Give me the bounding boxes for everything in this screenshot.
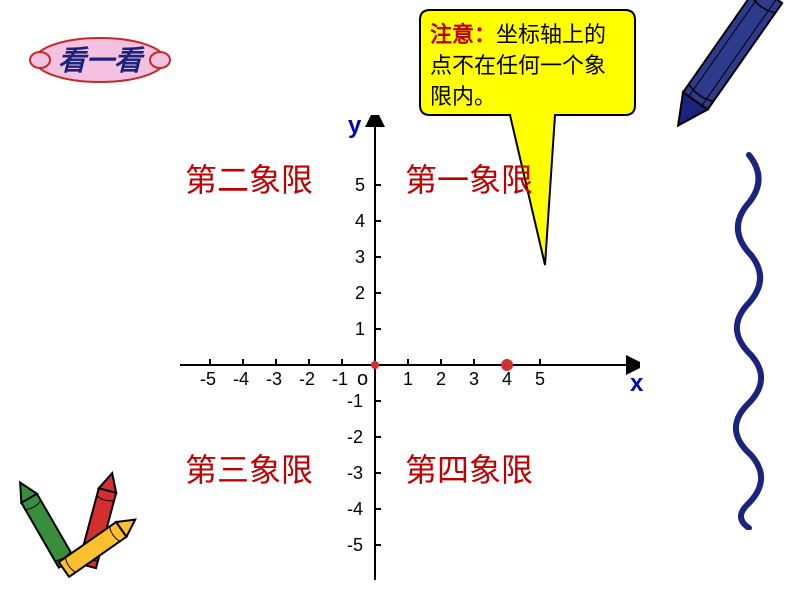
y-tick-label: 2 [355, 283, 365, 304]
y-tick-label: -3 [347, 463, 363, 484]
x-tick-label: -2 [299, 369, 315, 390]
y-tick-label: 3 [355, 247, 365, 268]
y-tick-label: -5 [347, 535, 363, 556]
y-tick-label: -4 [347, 499, 363, 520]
quadrant-2-label: 第二象限 [185, 155, 313, 201]
y-tick-label: -1 [347, 391, 363, 412]
squiggle-decoration [719, 150, 779, 530]
quadrant-4-label: 第四象限 [405, 445, 533, 491]
attention-label: 注意： [430, 22, 496, 47]
badge-text: 看一看 [58, 46, 145, 77]
note-text: 注意：坐标轴上的点不在任何一个象限内。 [430, 20, 625, 112]
x-tick-label: -1 [332, 369, 348, 390]
x-tick-label: 1 [403, 369, 413, 390]
x-tick-label: 2 [436, 369, 446, 390]
crayons-bottom-left [5, 461, 165, 591]
y-axis-label: y [348, 112, 361, 140]
origin-label: o [357, 368, 368, 391]
x-tick-label: 5 [535, 369, 545, 390]
y-tick-label: 1 [355, 319, 365, 340]
x-tick-label: -5 [200, 369, 216, 390]
quadrant-1-label: 第一象限 [405, 155, 533, 201]
x-tick-label: -4 [233, 369, 249, 390]
y-tick-label: 4 [355, 211, 365, 232]
quadrant-3-label: 第三象限 [185, 445, 313, 491]
y-tick-label: 5 [355, 175, 365, 196]
x-tick-label: 4 [502, 369, 512, 390]
x-axis-label: x [630, 370, 643, 398]
x-tick-label: 3 [469, 369, 479, 390]
y-tick-label: -2 [347, 427, 363, 448]
look-badge: 看一看 [25, 30, 175, 90]
x-tick-label: -3 [266, 369, 282, 390]
